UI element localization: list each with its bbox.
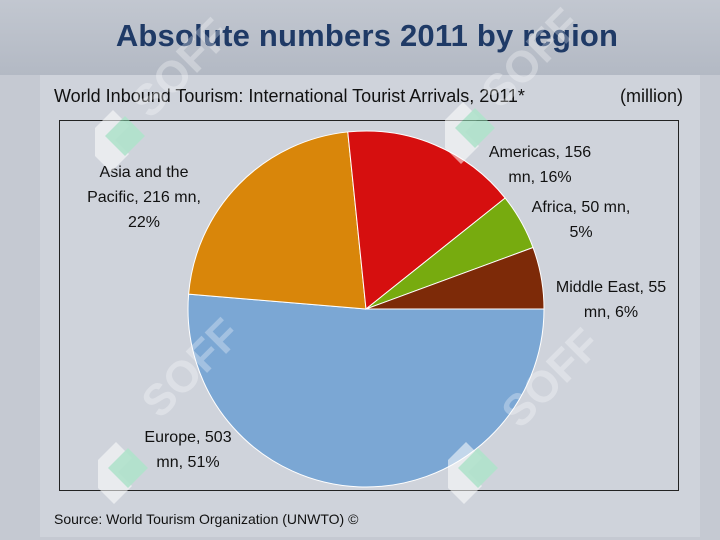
pie-slice-europe bbox=[187, 293, 545, 488]
source-note: Source: World Tourism Organization (UNWT… bbox=[54, 511, 359, 527]
slice-label-europe: Europe, 503 mn, 51% bbox=[144, 429, 231, 471]
slide-title: Absolute numbers 2011 by region bbox=[115, 18, 619, 53]
pie-slice-americas bbox=[347, 130, 506, 310]
plot-frame bbox=[59, 120, 679, 491]
slice-label-asia-and-the-pacific: Asia and the Pacific, 216 mn, 22% bbox=[87, 164, 201, 231]
pie-slice-middle-east bbox=[365, 246, 545, 310]
pie-slice-asia-and-the-pacific bbox=[188, 131, 367, 310]
chart-unit: (million) bbox=[620, 86, 683, 106]
slice-label-middle-east: Middle East, 55 mn, 6% bbox=[556, 279, 666, 321]
slide-header bbox=[0, 0, 720, 75]
slice-label-americas: Americas, 156 mn, 16% bbox=[489, 144, 591, 186]
slice-label-africa: Africa, 50 mn, 5% bbox=[532, 199, 631, 241]
chart-title: World Inbound Tourism: International Tou… bbox=[54, 86, 525, 106]
